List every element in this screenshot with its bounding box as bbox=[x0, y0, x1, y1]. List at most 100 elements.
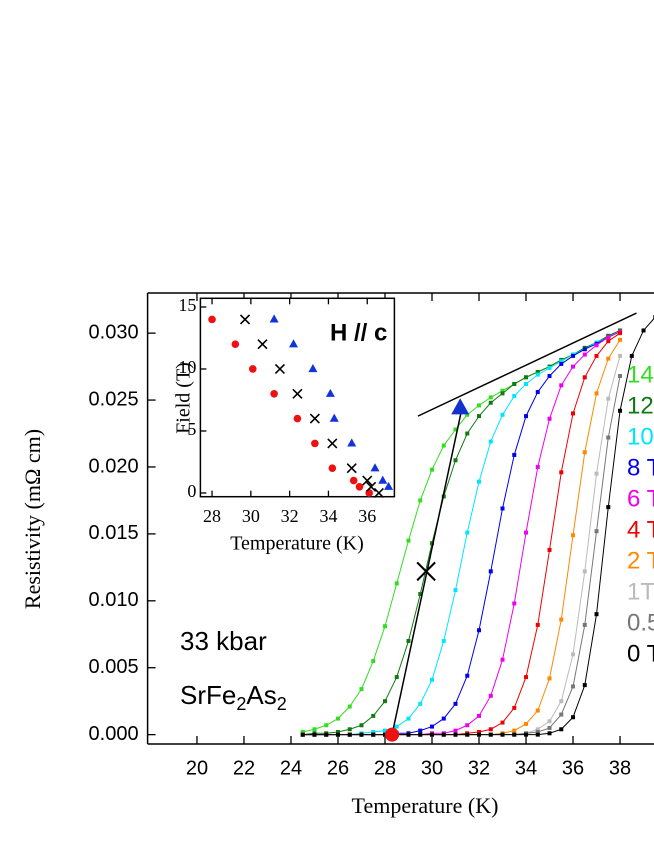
data-point bbox=[308, 364, 318, 373]
data-point bbox=[349, 476, 358, 485]
data-point bbox=[366, 481, 377, 492]
data-point bbox=[248, 365, 257, 373]
data-point bbox=[371, 713, 376, 718]
inset-frame bbox=[199, 297, 396, 498]
data-point bbox=[347, 727, 352, 732]
y-tick-label: 0.010 bbox=[89, 589, 139, 611]
data-point bbox=[300, 732, 305, 737]
legend-label: 0 T bbox=[627, 640, 654, 667]
data-point bbox=[524, 675, 529, 680]
x-tick-label: 28 bbox=[203, 506, 221, 526]
data-point bbox=[289, 339, 299, 348]
data-point bbox=[477, 403, 482, 408]
y-tick-label: 10 bbox=[178, 357, 196, 377]
data-point bbox=[488, 439, 493, 444]
data-point bbox=[524, 414, 529, 419]
data-point bbox=[382, 732, 387, 737]
data-point bbox=[512, 394, 517, 399]
data-point bbox=[359, 687, 364, 692]
x-tick-label: 30 bbox=[242, 506, 260, 526]
x-tick-label: 38 bbox=[609, 757, 631, 779]
data-point bbox=[418, 701, 423, 706]
data-point bbox=[606, 339, 611, 344]
sample-part: SrFe bbox=[180, 680, 236, 710]
data-point bbox=[535, 369, 540, 374]
data-point bbox=[547, 416, 552, 421]
data-point bbox=[346, 463, 357, 474]
data-point bbox=[582, 347, 587, 352]
data-point bbox=[406, 732, 411, 737]
legend-label: 2 T bbox=[627, 547, 654, 574]
marker bbox=[451, 398, 470, 415]
data-point bbox=[373, 487, 384, 499]
data-point bbox=[325, 388, 335, 397]
data-point bbox=[441, 638, 446, 643]
data-point bbox=[300, 729, 305, 734]
data-point bbox=[524, 732, 529, 737]
data-point bbox=[618, 408, 623, 413]
data-point bbox=[559, 712, 564, 717]
series-line bbox=[302, 330, 621, 736]
data-point bbox=[418, 592, 423, 597]
data-point bbox=[293, 414, 302, 423]
data-point bbox=[430, 677, 435, 682]
legend-label: 1T bbox=[627, 578, 654, 605]
x-tick-label: 34 bbox=[319, 506, 337, 526]
data-point bbox=[582, 352, 587, 357]
inset-title: H // c bbox=[330, 319, 387, 346]
data-point bbox=[559, 470, 564, 475]
data-point bbox=[606, 505, 611, 510]
data-point bbox=[239, 314, 251, 325]
y-tick-label: 0.020 bbox=[89, 455, 139, 477]
data-point bbox=[582, 569, 587, 574]
data-point bbox=[606, 435, 611, 440]
y-tick-label: 0.025 bbox=[89, 388, 139, 410]
data-point bbox=[335, 716, 340, 721]
data-point bbox=[312, 732, 317, 737]
data-point bbox=[559, 617, 564, 622]
data-point bbox=[382, 728, 387, 733]
data-point bbox=[394, 581, 399, 586]
legend-label: 0.5 T bbox=[627, 609, 654, 636]
data-point bbox=[606, 356, 611, 361]
data-point bbox=[418, 498, 423, 503]
data-point bbox=[477, 414, 482, 419]
data-point bbox=[324, 732, 329, 737]
data-point bbox=[618, 373, 623, 378]
data-point bbox=[571, 652, 576, 657]
y-tick-label: 0.000 bbox=[89, 723, 139, 745]
data-point bbox=[465, 673, 470, 678]
data-point bbox=[547, 731, 552, 736]
annotation: 33 kbar bbox=[180, 626, 267, 656]
y-axis-title: Resistivity (mΩ cm) bbox=[20, 429, 45, 609]
data-point bbox=[327, 438, 338, 449]
x-tick-label: 30 bbox=[421, 757, 443, 779]
y-axis-title: Field (T) bbox=[173, 362, 195, 434]
data-point bbox=[512, 705, 517, 710]
data-point bbox=[606, 335, 611, 340]
data-point bbox=[362, 475, 373, 486]
data-point bbox=[535, 464, 540, 469]
legend-label: 6 T bbox=[627, 485, 654, 512]
data-point bbox=[378, 475, 388, 484]
x-tick-label: 32 bbox=[281, 506, 299, 526]
data-point bbox=[524, 721, 529, 726]
x-tick-label: 24 bbox=[280, 757, 302, 779]
data-point bbox=[394, 675, 399, 680]
y-tick-label: 15 bbox=[178, 295, 196, 315]
data-point bbox=[359, 723, 364, 728]
data-point bbox=[535, 729, 540, 734]
data-point bbox=[547, 373, 552, 378]
legend-label: 14 T bbox=[627, 361, 654, 388]
data-point bbox=[371, 659, 376, 664]
data-point bbox=[582, 622, 587, 627]
data-point bbox=[453, 728, 458, 733]
data-point bbox=[257, 339, 268, 350]
data-point bbox=[453, 701, 458, 706]
data-point bbox=[477, 713, 482, 718]
data-point bbox=[430, 732, 435, 737]
data-point bbox=[559, 359, 564, 364]
y-tick-label: 0.030 bbox=[89, 321, 139, 343]
